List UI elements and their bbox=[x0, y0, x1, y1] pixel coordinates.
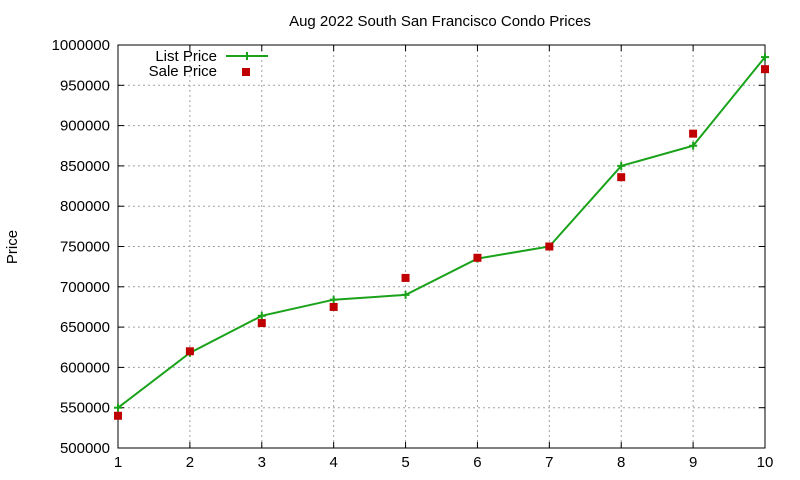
list-price-point bbox=[257, 311, 266, 320]
y-tick-label: 900000 bbox=[60, 118, 110, 135]
y-tick-label: 1000000 bbox=[52, 37, 110, 54]
sale-price-point bbox=[114, 411, 122, 420]
sale-price-point bbox=[545, 242, 554, 251]
y-tick-label: 750000 bbox=[60, 239, 110, 256]
sale-price-point bbox=[689, 129, 698, 138]
y-tick-label: 600000 bbox=[60, 359, 110, 376]
x-tick-label: 4 bbox=[329, 454, 337, 471]
y-tick-label: 800000 bbox=[60, 198, 110, 215]
list-price-point bbox=[761, 53, 769, 62]
y-tick-label: 650000 bbox=[60, 319, 110, 336]
axes: 500000 550000 600000 650000 700000 750000 8000… bbox=[52, 37, 774, 471]
x-tick-label: 3 bbox=[258, 454, 266, 471]
legend-marker-sale-price bbox=[242, 68, 250, 76]
sale-price-point bbox=[185, 347, 194, 356]
legend-label-sale-price: Sale Price bbox=[149, 63, 217, 80]
x-tick-label: 2 bbox=[186, 454, 194, 471]
sale-price-point bbox=[257, 319, 266, 328]
grid bbox=[118, 45, 765, 448]
y-tick-label: 550000 bbox=[60, 400, 110, 417]
sale-price-point bbox=[401, 273, 410, 282]
plot-frame bbox=[117, 44, 766, 449]
x-tick-label: 1 bbox=[114, 454, 122, 471]
chart-title: Aug 2022 South San Francisco Condo Price… bbox=[289, 13, 591, 30]
x-tick-label: 6 bbox=[473, 454, 481, 471]
sale-price-point bbox=[329, 302, 338, 311]
x-tick-label: 10 bbox=[757, 454, 774, 471]
x-tick-label: 7 bbox=[545, 454, 553, 471]
y-tick-label: 950000 bbox=[60, 77, 110, 94]
sale-price-point bbox=[617, 173, 626, 182]
y-tick-label: 700000 bbox=[60, 279, 110, 296]
list-price-point bbox=[329, 295, 338, 304]
sale-price-point bbox=[761, 65, 769, 74]
series bbox=[114, 53, 769, 420]
y-axis-label: Price bbox=[4, 230, 21, 264]
legend-marker-list-price bbox=[243, 52, 251, 60]
list-price-line bbox=[117, 56, 766, 409]
y-tick-label: 850000 bbox=[60, 158, 110, 175]
list-price-point bbox=[617, 161, 626, 170]
sale-price-point bbox=[473, 253, 482, 262]
y-tick-label: 500000 bbox=[60, 440, 110, 457]
list-price-point bbox=[401, 290, 410, 299]
legend-label-list-price: List Price bbox=[155, 48, 217, 65]
list-price-point bbox=[114, 403, 122, 412]
list-price-point bbox=[689, 141, 698, 150]
x-tick-label: 9 bbox=[689, 454, 697, 471]
x-tick-label: 5 bbox=[401, 454, 409, 471]
x-tick-label: 8 bbox=[617, 454, 625, 471]
